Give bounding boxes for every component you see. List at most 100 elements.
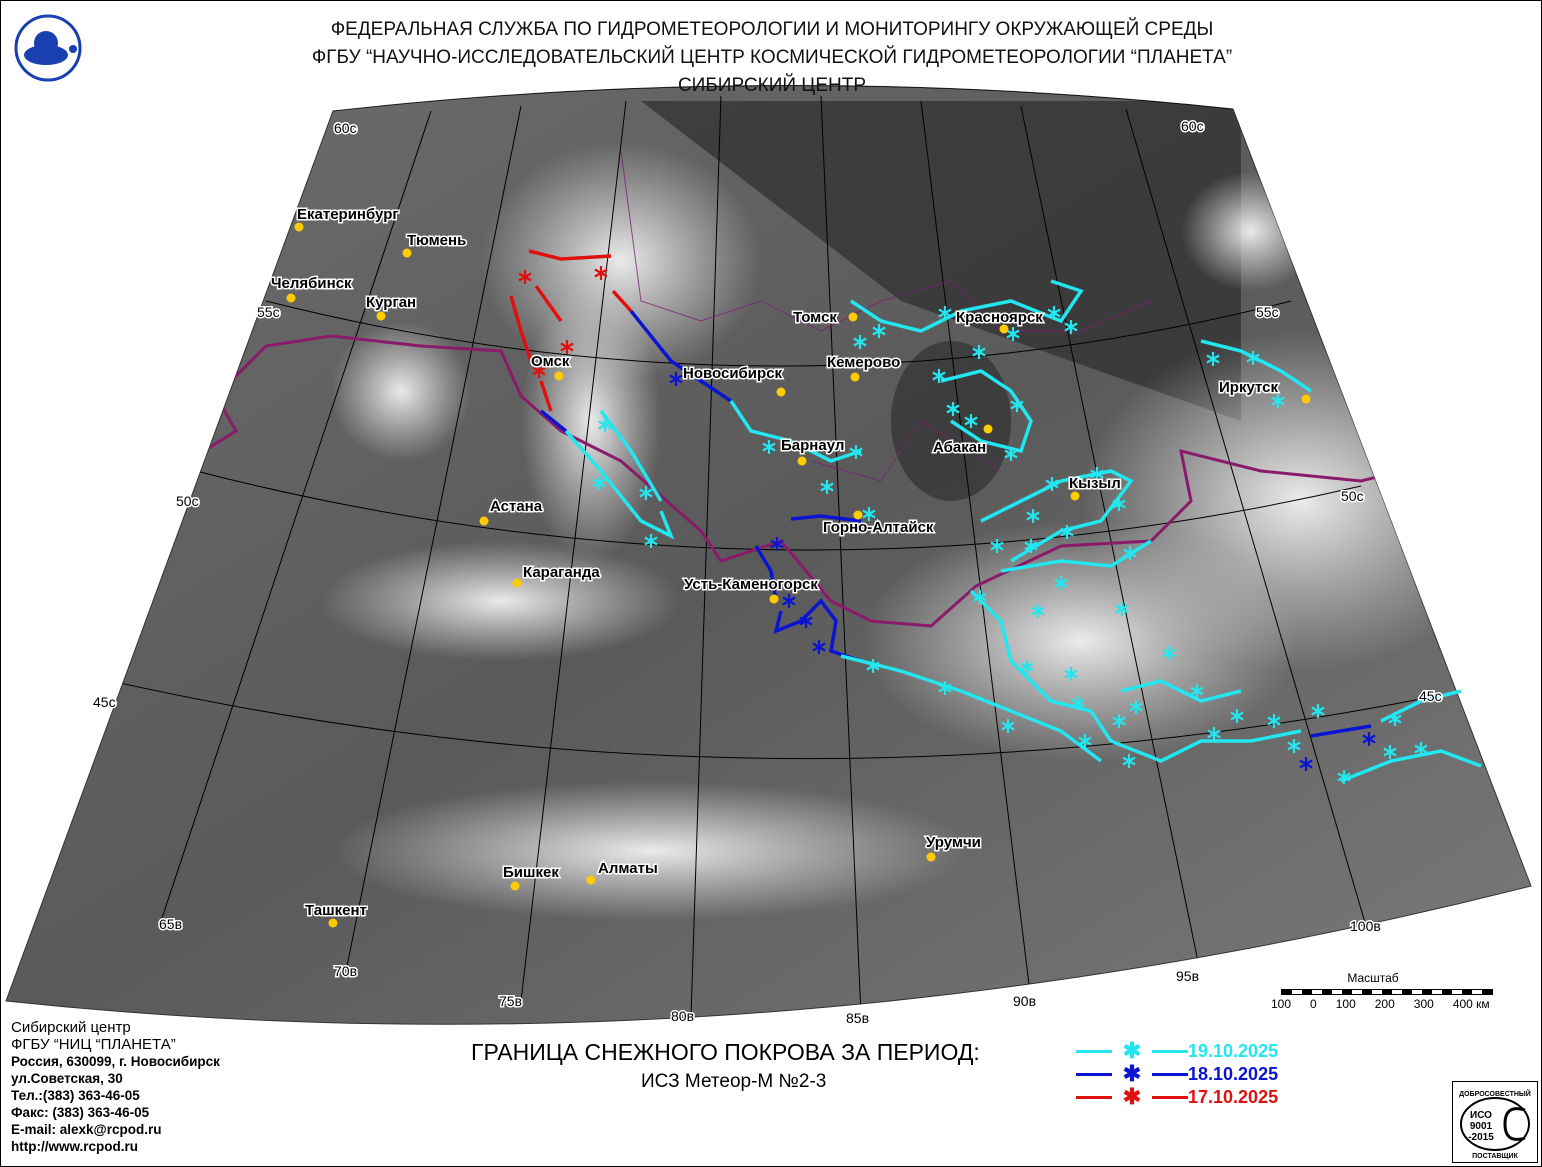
legend-date: 17.10.2025 [1188, 1087, 1279, 1107]
roshydromet-logo [14, 14, 82, 82]
graticule-label: 75в [499, 993, 522, 1009]
graticule-label: 65в [159, 916, 182, 932]
legend-title: ГРАНИЦА СНЕЖНОГО ПОКРОВА ЗА ПЕРИОД: [471, 1039, 980, 1065]
contact-line: ул.Советская, 30 [11, 1071, 123, 1086]
legend-line [1152, 1072, 1188, 1076]
scale-title: Масштаб [1347, 971, 1399, 985]
graticule-label: 85в [846, 1010, 869, 1026]
asterisk-icon [560, 340, 574, 354]
asterisk-icon [1004, 447, 1018, 461]
asterisk-icon [1064, 320, 1078, 334]
asterisk-icon [1010, 398, 1024, 412]
asterisk-icon [639, 486, 653, 500]
asterisk-icon [1271, 394, 1285, 408]
graticule-label: 70в [334, 963, 357, 979]
asterisk-icon [1207, 727, 1221, 741]
asterisk-icon [1337, 770, 1351, 784]
graticule-labels: 60с 60с 55с 55с 50с 50с 45с 45с 65в 70в 75в 80в 85в 9… [92, 117, 1444, 1028]
city-label: Омск [531, 353, 570, 370]
scale-tick-label: 100 [1335, 997, 1356, 1011]
scale-bar: Масштаб 100 0 100 200 300 400 км [1271, 971, 1493, 1011]
city-label: Челябинск [271, 275, 352, 292]
asterisk-icon [644, 534, 658, 548]
graticule-label: 50с [1341, 488, 1364, 504]
graticule-label: 60с [334, 120, 357, 136]
asterisk-icon [1112, 497, 1126, 511]
city-label: Алматы [598, 860, 658, 877]
asterisk-icon: ✱ [1122, 1084, 1142, 1109]
asterisk-icon [532, 364, 546, 378]
city-marker [510, 881, 520, 891]
asterisk-icon [594, 266, 608, 280]
graticule-label: 55с [1256, 304, 1279, 320]
city-label: Бишкек [503, 864, 559, 881]
city-label: Барнаул [781, 437, 844, 454]
asterisk-icon [1206, 352, 1220, 366]
city-marker [294, 222, 304, 232]
asterisk-icon [1060, 525, 1074, 539]
asterisk-icon [964, 414, 978, 428]
legend-line [1152, 1049, 1188, 1053]
legend-entry: ✱ 19.10.2025 [1076, 1038, 1278, 1063]
asterisk-icon [1414, 742, 1428, 756]
city-label: Ташкент [305, 902, 367, 919]
asterisk-icon [862, 507, 876, 521]
city-marker [926, 852, 936, 862]
asterisk-icon [1026, 509, 1040, 523]
asterisk-icon [598, 418, 612, 432]
asterisk-icon [1362, 732, 1376, 746]
asterisk-icon [1246, 351, 1260, 365]
asterisk-icon [872, 324, 886, 338]
asterisk-icon [853, 335, 867, 349]
asterisk-icon [1388, 712, 1402, 726]
city-marker [850, 372, 860, 382]
legend-entry: ✱ 17.10.2025 [1076, 1084, 1279, 1109]
svg-text:-2015: -2015 [1468, 1132, 1494, 1143]
cities-layer: Екатеринбург Тюмень Челябинск Курган Омск Том… [270, 205, 1311, 928]
contact-line: Россия, 630099, г. Новосибирск [11, 1054, 220, 1069]
graticule [110, 85, 1462, 1017]
legend-line [1152, 1095, 1188, 1099]
asterisk-icon [1122, 754, 1136, 768]
svg-text:ИСО: ИСО [1470, 1110, 1492, 1121]
legend-line [1076, 1072, 1112, 1076]
asterisk-icon [1129, 700, 1143, 714]
contact-line: Факс: (383) 363-46-05 [11, 1105, 150, 1120]
legend-line [1076, 1095, 1112, 1099]
asterisk-icon [1115, 602, 1129, 616]
contact-line: ФГБУ “НИЦ “ПЛАНЕТА” [11, 1036, 176, 1053]
svg-text:ДОБРОСОВЕСТНЫЙ: ДОБРОСОВЕСТНЫЙ [1459, 1089, 1531, 1098]
legend-subtitle: ИСЗ Метеор-М №2-3 [641, 1071, 827, 1092]
city-marker [797, 456, 807, 466]
asterisk-icon [990, 539, 1004, 553]
city-marker [554, 371, 564, 381]
city-label: Абакан [933, 439, 986, 456]
contact-website[interactable]: http://www.rcpod.ru [11, 1139, 138, 1154]
header-line-2: ФГБУ “НАУЧНО-ИССЛЕДОВАТЕЛЬСКИЙ ЦЕНТР КОС… [311, 47, 1233, 68]
legend-entry: ✱ 18.10.2025 [1076, 1063, 1278, 1085]
asterisk-icon [518, 270, 532, 284]
contact-email[interactable]: E-mail: alexk@rcpod.ru [11, 1122, 162, 1137]
asterisk-icon [762, 440, 776, 454]
asterisk-icon: ✱ [1122, 1038, 1142, 1063]
city-marker [1070, 491, 1080, 501]
asterisk-icon [592, 476, 606, 490]
asterisk-icon [1054, 576, 1068, 590]
graticule-label: 50с [176, 493, 199, 509]
city-label: Тюмень [407, 232, 466, 249]
scale-tick-label: 100 [1271, 997, 1292, 1011]
city-label: Кемерово [827, 354, 900, 371]
snow-line-17-10 [509, 249, 633, 412]
city-label: Горно-Алтайск [823, 519, 934, 536]
asterisk-icon [820, 480, 834, 494]
asterisk-icon [1031, 604, 1045, 618]
scale-tick-label: 300 [1413, 997, 1434, 1011]
snow-markers [518, 266, 1428, 784]
asterisk-icon [1162, 646, 1176, 660]
asterisk-icon [1311, 704, 1325, 718]
city-marker [402, 248, 412, 258]
city-marker [769, 594, 779, 604]
asterisk-icon [1078, 734, 1092, 748]
asterisk-icon [1299, 757, 1313, 771]
asterisk-icon [1001, 719, 1015, 733]
